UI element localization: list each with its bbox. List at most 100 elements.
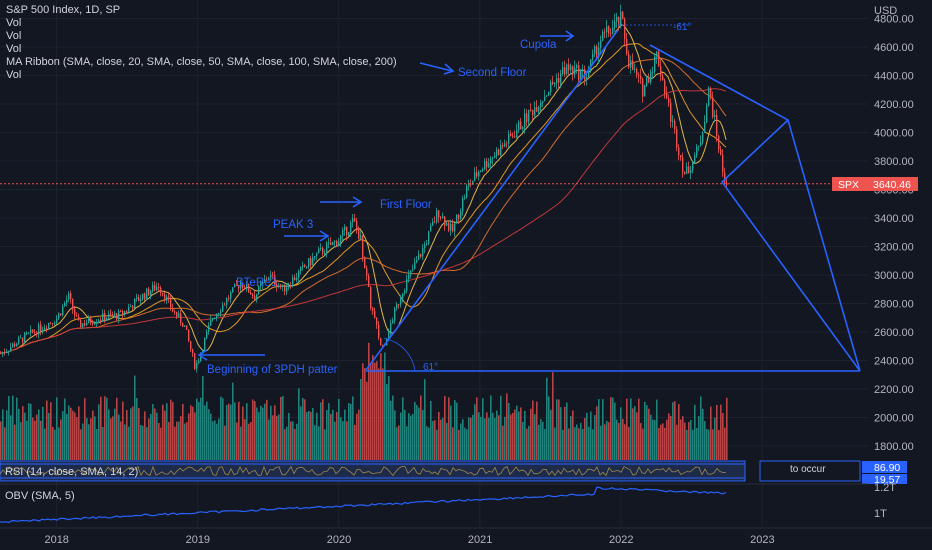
candle-body <box>580 70 582 81</box>
volume-bar <box>652 419 654 460</box>
candle-body <box>480 170 482 173</box>
candle-body <box>64 303 66 307</box>
volume-bar <box>300 406 302 460</box>
candle-body <box>362 235 364 258</box>
volume-bar <box>302 397 304 460</box>
candle-body <box>476 172 478 177</box>
candle-body <box>412 269 414 271</box>
candle-body <box>200 353 202 361</box>
legend-vol-4[interactable]: Vol <box>6 69 22 81</box>
annotation-btr: BTeRe3 <box>236 277 277 289</box>
candle-body <box>558 77 560 83</box>
volume-bar <box>10 415 12 460</box>
volume-bar <box>458 429 460 460</box>
rsi-label: RSI (14, close, SMA, 14, 2) <box>5 466 138 478</box>
volume-bar <box>530 408 532 460</box>
legend-vol-3[interactable]: Vol <box>6 43 22 55</box>
candle-body <box>404 290 406 294</box>
volume-bar <box>110 418 112 460</box>
candle-body <box>492 157 494 159</box>
volume-bar <box>336 412 338 460</box>
candle-body <box>578 65 580 81</box>
volume-bar <box>424 379 426 460</box>
legend-vol-1[interactable]: Vol <box>6 17 22 29</box>
volume-bar <box>234 402 236 460</box>
candle-body <box>568 64 570 71</box>
candle-body <box>234 284 236 288</box>
volume-bar <box>726 397 728 460</box>
y-tick-label: 3400.00 <box>874 213 914 225</box>
legend-vol-2[interactable]: Vol <box>6 30 22 42</box>
annotation-fib-bottom: 61° <box>423 362 438 373</box>
volume-bar <box>692 429 694 460</box>
volume-bar <box>422 409 424 460</box>
volume-bar <box>64 398 66 460</box>
volume-bar <box>178 421 180 460</box>
obv-label: OBV (SMA, 5) <box>5 490 75 502</box>
candle-body <box>182 322 184 327</box>
candle-body <box>68 293 70 300</box>
candle-body <box>684 171 686 174</box>
volume-bar <box>538 424 540 460</box>
volume-bar <box>672 402 674 460</box>
candle-body <box>542 100 544 103</box>
chart-title[interactable]: S&P 500 Index, 1D, SP <box>6 4 121 16</box>
candle-body <box>270 274 272 278</box>
candle-body <box>34 332 36 333</box>
volume-bar <box>660 424 662 460</box>
volume-bar <box>418 407 420 460</box>
candle-body <box>296 277 298 280</box>
candle-body <box>134 298 136 309</box>
volume-bar <box>552 372 554 460</box>
candle-body <box>670 102 672 122</box>
annotation-beginning: Beginning of 3PDH patter <box>207 364 338 376</box>
candle-body <box>228 298 230 299</box>
x-axis[interactable]: 2018 2019 2020 2021 2022 2023 <box>44 534 774 546</box>
volume-bar <box>662 423 664 460</box>
volume-bar <box>584 417 586 460</box>
candle-body <box>268 277 270 280</box>
y-tick-label: 2200.00 <box>874 384 914 396</box>
candle-body <box>642 78 644 97</box>
candle-body <box>198 360 200 364</box>
candle-body <box>574 67 576 75</box>
volume-bar <box>598 399 600 460</box>
candle-body <box>246 284 248 290</box>
candle-body <box>432 221 434 226</box>
volume-bar <box>476 397 478 460</box>
volume-bar <box>540 419 542 460</box>
volume-bar <box>376 361 378 460</box>
candle-body <box>280 285 282 288</box>
candle-body <box>298 270 300 278</box>
candle-body <box>516 130 518 138</box>
candle-body <box>596 46 598 58</box>
candle-body <box>250 292 252 295</box>
candle-body <box>118 311 120 320</box>
volume-bar <box>34 420 36 460</box>
candle-body <box>484 160 486 170</box>
candle-body <box>0 353 2 355</box>
volume-bar <box>512 412 514 460</box>
volume-bar <box>248 423 250 460</box>
candle-body <box>318 249 320 254</box>
annotation-fib-top: -61° <box>673 22 691 33</box>
candle-body <box>232 287 234 293</box>
volume-bar <box>170 399 172 460</box>
candle-body <box>106 318 108 321</box>
pattern-drawings <box>365 24 861 372</box>
volume-bar <box>52 426 54 460</box>
volume-bar <box>516 405 518 460</box>
volume-bar <box>644 401 646 460</box>
y-axis[interactable]: 4800.00 4600.00 4400.00 4200.00 4000.00 3800.… <box>874 14 914 454</box>
volume-bar <box>226 405 228 460</box>
volume-bar <box>464 427 466 460</box>
candle-body <box>702 132 704 143</box>
volume-bar <box>394 410 396 460</box>
candle-body <box>116 313 118 320</box>
candle-body <box>20 337 22 339</box>
volume-bar <box>322 399 324 460</box>
y-tick-label: 4200.00 <box>874 99 914 111</box>
legend-ma-ribbon[interactable]: MA Ribbon (SMA, close, 20, SMA, close, 5… <box>6 56 397 68</box>
candle-body <box>144 293 146 299</box>
